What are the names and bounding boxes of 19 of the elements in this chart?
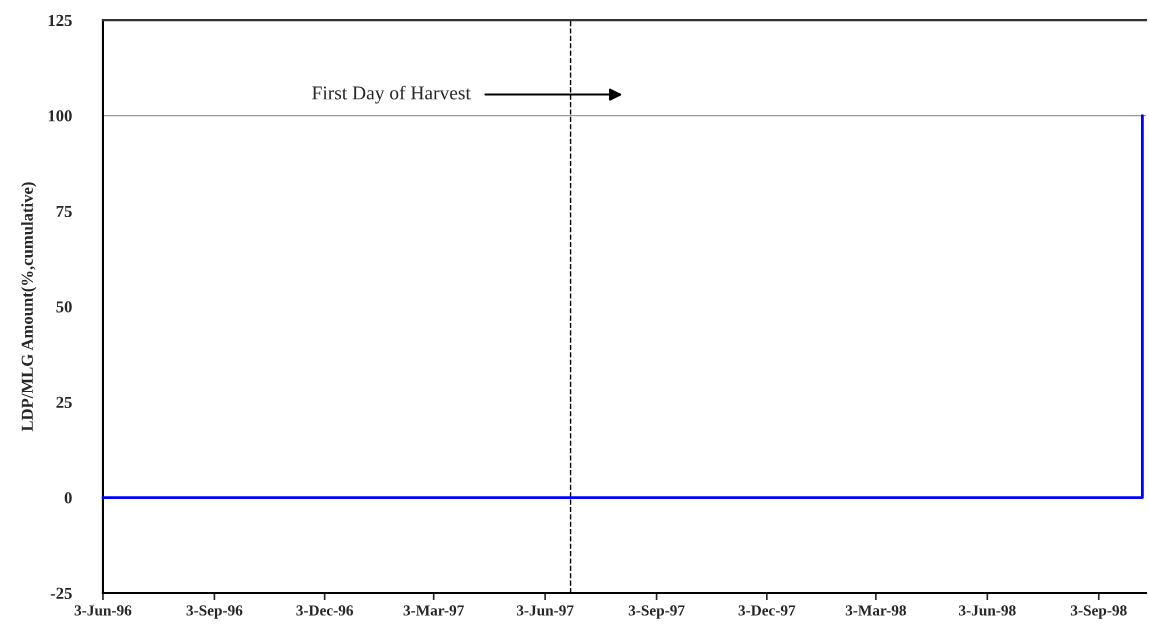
y-tick-label: 75 bbox=[56, 205, 72, 218]
y-tick-label: 100 bbox=[48, 110, 72, 122]
x-tick-label: 3-Sep-96 bbox=[186, 605, 243, 619]
y-tick-label: 0 bbox=[64, 492, 72, 504]
annotation: First Day of Harvest bbox=[312, 85, 471, 104]
y-tick-label: 50 bbox=[56, 301, 72, 313]
x-tick-label: 3-Dec-96 bbox=[296, 605, 354, 616]
y-tick-label: 25 bbox=[56, 396, 72, 408]
x-tick-label: 3-Mar-98 bbox=[845, 605, 907, 616]
x-tick-label: 3-Mar-97 bbox=[403, 605, 464, 616]
y-axis-title: LDP/MLG Amount(%,cumulative) bbox=[21, 182, 37, 432]
x-tick-label: 3-Jun-96 bbox=[74, 605, 132, 616]
x-tick-label: 3-Jun-98 bbox=[959, 605, 1016, 616]
y-tick-label: 125 bbox=[48, 14, 72, 27]
x-tick-label: 3-Dec-97 bbox=[738, 605, 796, 616]
x-tick-label: 3-Jun-97 bbox=[516, 605, 574, 616]
y-tick-label: -25 bbox=[50, 587, 72, 599]
x-tick-label: 3-Sep-97 bbox=[628, 605, 685, 619]
x-tick-label: 3-Sep-98 bbox=[1070, 605, 1127, 619]
